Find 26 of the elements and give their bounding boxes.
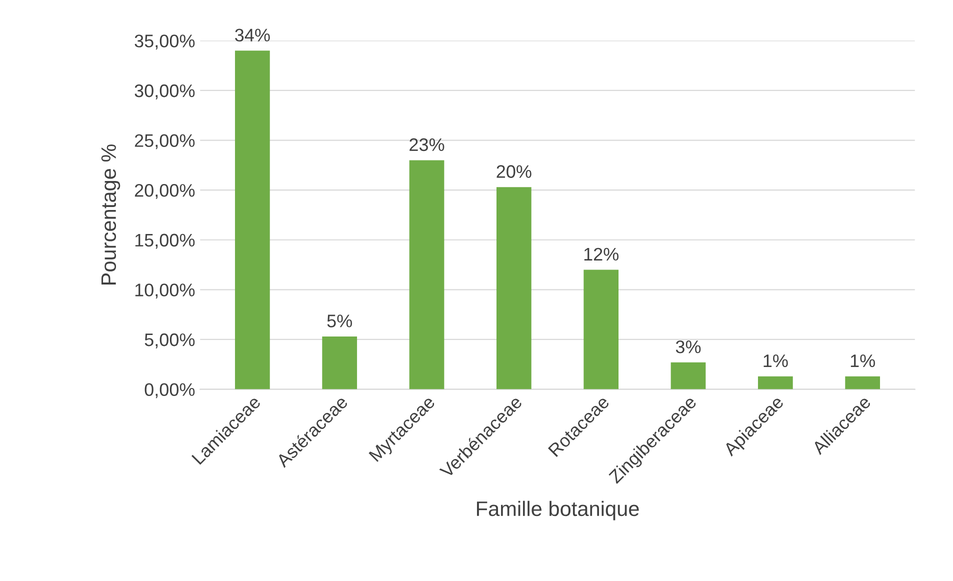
y-tick-label: 5,00% — [144, 333, 195, 348]
x-axis-title: Famille botanique — [476, 500, 639, 520]
bar — [322, 336, 358, 390]
bar — [496, 187, 532, 390]
data-label: 23% — [410, 138, 444, 152]
y-tick-label: 10,00% — [135, 284, 195, 299]
bar — [584, 270, 619, 390]
bar — [758, 376, 793, 390]
bar — [670, 362, 706, 390]
bar — [409, 160, 444, 390]
y-tick-label: 35,00% — [134, 34, 195, 50]
y-tick-label: 25,00% — [134, 134, 195, 150]
y-tick-label: 0,00% — [144, 383, 195, 398]
y-tick-label: 15,00% — [135, 234, 195, 249]
data-label: 1% — [764, 354, 788, 368]
y-tick-label: 20,00% — [134, 184, 195, 199]
data-label: 1% — [850, 354, 875, 368]
y-axis-title: Pourcentage % — [101, 144, 120, 284]
data-label: 3% — [676, 340, 701, 354]
data-label: 34% — [235, 28, 270, 42]
bar — [845, 376, 880, 390]
data-label: 12% — [584, 248, 619, 261]
data-label: 20% — [496, 165, 532, 178]
data-label: 5% — [327, 314, 352, 328]
y-tick-label: 30,00% — [134, 84, 195, 100]
bar — [234, 50, 270, 390]
